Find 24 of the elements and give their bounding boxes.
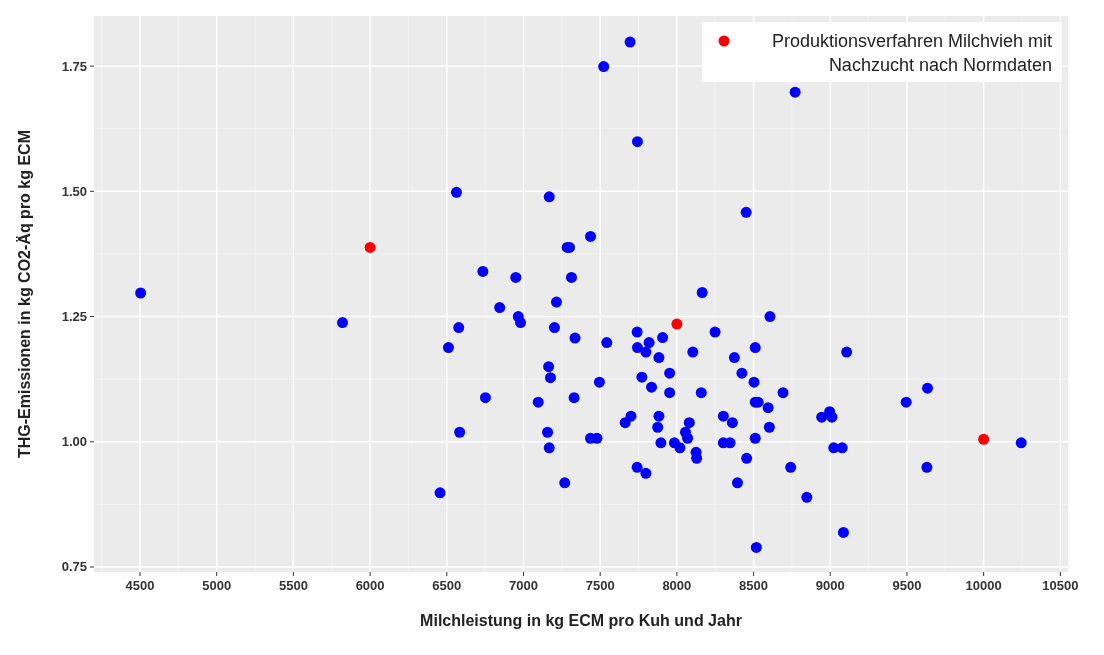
x-tick-label: 9000	[815, 578, 845, 593]
x-tick-label: 5000	[202, 578, 232, 593]
x-tick-label: 7500	[585, 578, 615, 593]
x-axis-title: Milchleistung in kg ECM pro Kuh und Jahr	[420, 612, 742, 629]
y-axis-title: THG-Emissionen in kg CO2-Äq pro kg ECM	[16, 129, 33, 459]
x-tick-label: 7000	[509, 578, 538, 593]
x-tick-label: 10500	[1042, 578, 1079, 593]
x-tick-label: 10000	[965, 578, 1002, 593]
x-tick-label: 8500	[739, 578, 769, 593]
y-tick-label: 1.75	[61, 58, 87, 74]
x-tick-label: 9500	[892, 578, 922, 593]
y-tick-label: 0.75	[61, 559, 87, 575]
y-tick-label: 1.00	[61, 434, 87, 450]
legend-label: Produktionsverfahren Milchvieh mit Nachzucht nach Normdaten	[771, 31, 1052, 75]
y-tick-label: 1.25	[61, 309, 87, 325]
point	[671, 318, 683, 330]
point	[978, 433, 990, 445]
x-tick-label: 5500	[278, 578, 308, 593]
x-tick-label: 6500	[432, 578, 462, 593]
point	[364, 241, 376, 253]
y-tick-label: 1.50	[61, 183, 87, 199]
x-tick-label: 6000	[355, 578, 385, 593]
x-tick-label: 8000	[662, 578, 692, 593]
x-tick-label: 4500	[125, 578, 155, 593]
